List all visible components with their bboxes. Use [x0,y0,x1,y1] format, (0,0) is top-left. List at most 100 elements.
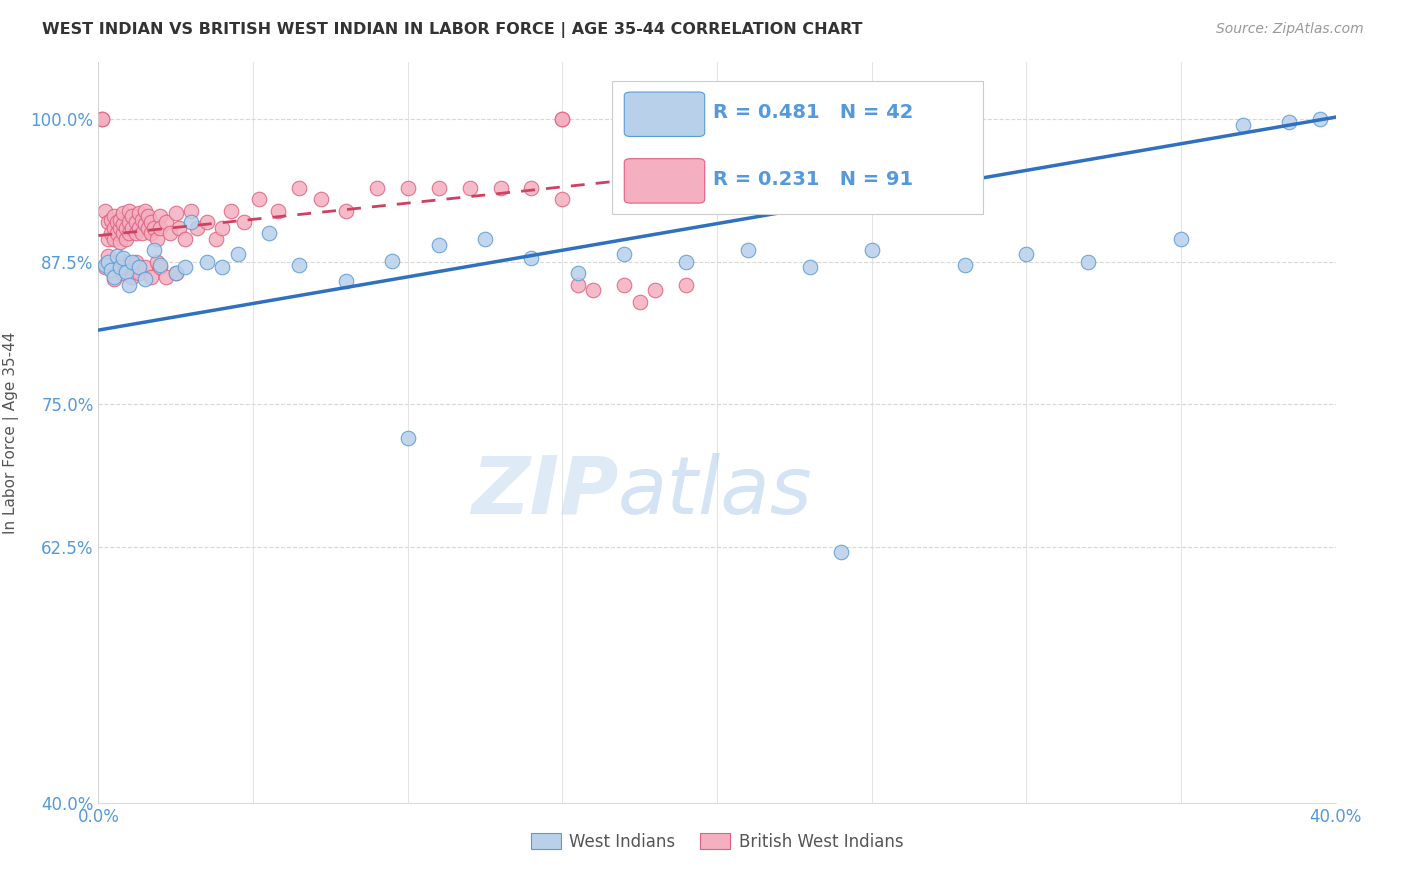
Point [146,232,169,246]
Point [134,260,156,275]
Point [90,112,112,127]
Point [128,266,150,280]
Point [118,277,141,292]
Point [165,266,187,280]
Point [1309,112,1331,127]
FancyBboxPatch shape [624,159,704,203]
Point [180,215,202,229]
Point [396,180,419,194]
Point [103,232,125,246]
Point [180,203,202,218]
Point [211,260,233,275]
Text: Source: ZipAtlas.com: Source: ZipAtlas.com [1216,22,1364,37]
Point [613,247,636,261]
Point [613,277,636,292]
Point [628,294,651,309]
Point [186,220,208,235]
Point [103,272,125,286]
Point [115,254,138,268]
Point [128,206,150,220]
Point [108,260,131,275]
Point [474,232,496,246]
Point [124,227,146,241]
Point [675,254,697,268]
Point [288,258,311,272]
Point [121,269,143,284]
Point [139,269,162,284]
Point [136,220,159,235]
Point [551,192,574,206]
Point [149,209,172,223]
Text: R = 0.481   N = 42: R = 0.481 N = 42 [713,103,914,122]
Point [205,232,228,246]
Point [381,253,404,268]
Point [93,203,115,218]
Point [1077,254,1099,268]
Point [195,254,218,268]
Point [1170,232,1192,246]
Point [567,277,589,292]
Point [100,262,122,277]
Point [108,212,131,227]
Point [118,227,141,241]
Point [103,220,125,235]
Point [108,235,131,250]
Point [93,260,115,275]
Point [675,277,697,292]
Point [267,203,290,218]
Point [489,180,512,194]
Point [149,260,172,275]
Point [226,247,249,261]
Point [112,266,135,280]
Legend: West Indians, British West Indians: West Indians, British West Indians [524,826,910,857]
Point [93,258,115,272]
Point [108,260,131,275]
Point [118,215,141,229]
Point [799,260,821,275]
Point [143,220,166,235]
Point [105,227,128,241]
Text: atlas: atlas [619,453,813,531]
Point [112,206,135,220]
Point [582,283,605,297]
Point [335,203,357,218]
Point [97,232,120,246]
Point [174,232,197,246]
Point [567,266,589,280]
Point [115,220,138,235]
Point [103,209,125,223]
Point [520,180,543,194]
Point [97,215,120,229]
Point [427,180,450,194]
Point [112,217,135,231]
Point [118,260,141,275]
Point [105,249,128,263]
Point [1015,247,1038,261]
Point [97,249,120,263]
Point [131,212,153,227]
Point [737,244,759,258]
Point [90,112,112,127]
Point [124,254,146,268]
Point [644,283,666,297]
Point [100,260,122,275]
Text: R = 0.231   N = 91: R = 0.231 N = 91 [713,169,914,189]
FancyBboxPatch shape [612,81,983,214]
Point [143,244,166,258]
Point [165,266,187,280]
Point [97,254,120,268]
Point [103,269,125,284]
Point [165,206,187,220]
FancyBboxPatch shape [624,92,704,136]
Point [520,252,543,266]
Point [257,227,280,241]
Point [118,203,141,218]
Point [195,215,218,229]
Text: ZIP: ZIP [471,453,619,531]
Point [128,260,150,275]
Point [100,212,122,227]
Point [149,220,172,235]
Point [167,220,190,235]
Text: WEST INDIAN VS BRITISH WEST INDIAN IN LABOR FORCE | AGE 35-44 CORRELATION CHART: WEST INDIAN VS BRITISH WEST INDIAN IN LA… [42,22,863,38]
Point [149,258,172,272]
